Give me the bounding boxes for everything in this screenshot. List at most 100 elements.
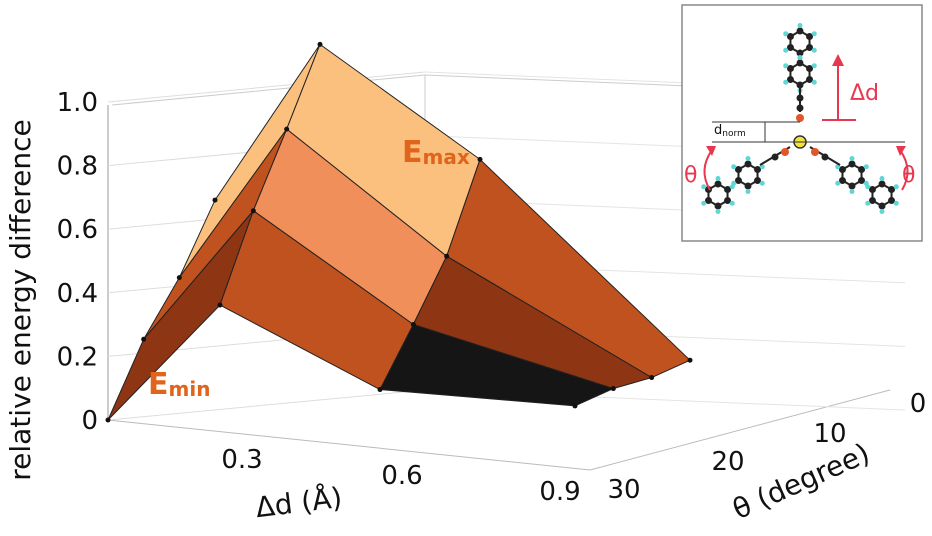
atom (796, 49, 804, 57)
y-tick-label: 0 (81, 406, 98, 436)
surface-patches (107, 43, 691, 421)
x-axis-title: Δd (Å) (254, 480, 344, 524)
atom (734, 166, 742, 173)
atom (806, 65, 814, 72)
atom (848, 182, 856, 190)
y-gridline (107, 389, 426, 421)
atom (715, 176, 721, 181)
emin-sub: min (169, 377, 211, 401)
emax-sub: max (423, 145, 470, 169)
atom (724, 186, 732, 193)
atom (754, 177, 762, 184)
atom (786, 44, 794, 51)
atom (783, 79, 789, 85)
atom (701, 184, 707, 190)
atom (849, 156, 855, 161)
atom (796, 104, 804, 112)
z-axis-line (589, 389, 891, 471)
atom (821, 153, 829, 161)
y-tick-label: 0.2 (57, 342, 98, 372)
atom (754, 166, 762, 173)
theta-left-label: θ (684, 163, 697, 188)
atom (865, 184, 871, 190)
atom (838, 177, 846, 184)
x-tick-label: 0.6 (381, 461, 422, 491)
surface-point (250, 208, 256, 214)
atom (714, 202, 722, 210)
atom (888, 197, 896, 204)
inset-molecule-diagram: dnorm Δd θ θ (681, 4, 923, 242)
atom (806, 76, 814, 83)
atom (704, 186, 712, 193)
emax-annotation: Emax (402, 135, 470, 170)
x-tick-labels: 0.3 0.6 0.9 (221, 445, 580, 507)
atom (879, 209, 885, 214)
atom (835, 180, 841, 186)
atom (858, 177, 866, 184)
atom (783, 31, 789, 37)
surface-point (572, 403, 578, 409)
atom (796, 114, 804, 122)
x-tick-label: 0.3 (221, 445, 262, 475)
atom (796, 94, 804, 102)
y-tick-label: 0.4 (57, 279, 98, 309)
atom (734, 177, 742, 184)
inset-frame (681, 4, 923, 242)
y-tick-label: 1.0 (57, 88, 98, 118)
atom (811, 31, 817, 37)
atom (797, 23, 803, 28)
atom (811, 79, 817, 85)
y-axis-title: relative energy difference (4, 119, 37, 481)
atom (715, 209, 721, 214)
surface-point (317, 41, 323, 47)
atom (865, 200, 871, 206)
atom (879, 176, 885, 181)
delta-d-label: Δd (850, 81, 879, 106)
z-tick-labels: 0 10 20 30 (607, 389, 926, 505)
atom (759, 180, 765, 186)
dnorm-label: dnorm (714, 123, 746, 139)
atom (786, 33, 794, 40)
surface-point (687, 357, 693, 363)
atom (878, 202, 886, 210)
atom (811, 47, 817, 53)
theta-right-arc (899, 149, 909, 191)
theta-right-arrowhead (896, 146, 906, 156)
y-tick-label: 0.6 (57, 215, 98, 245)
theta-right-label: θ (902, 163, 915, 188)
atom (868, 197, 876, 204)
atom (858, 166, 866, 173)
surface-point (444, 253, 450, 259)
atom (806, 33, 814, 40)
atom (878, 180, 886, 188)
atom (783, 63, 789, 69)
atom (838, 166, 846, 173)
atom (893, 184, 899, 190)
atom (781, 148, 789, 156)
z-axis-title: θ (degree) (728, 437, 875, 527)
z-tick-label: 30 (607, 475, 640, 505)
surface-point (477, 156, 483, 162)
atom (744, 182, 752, 190)
atom (729, 200, 735, 206)
surface-point (410, 322, 416, 327)
atom (893, 200, 899, 206)
emin-letter: E (148, 367, 169, 402)
atom (714, 180, 722, 188)
atom (811, 63, 817, 69)
surface-point (649, 375, 655, 381)
z-tick-label: 10 (813, 419, 846, 449)
atom (786, 65, 794, 72)
atom (888, 186, 896, 193)
atom (796, 27, 804, 35)
atom (744, 160, 752, 168)
y-tick-label: 0.8 (57, 152, 98, 182)
atom (868, 186, 876, 193)
atom (745, 189, 751, 194)
z-tick-label: 0 (910, 389, 927, 419)
atom (796, 59, 804, 67)
emax-letter: E (402, 135, 423, 170)
atom (797, 55, 803, 60)
